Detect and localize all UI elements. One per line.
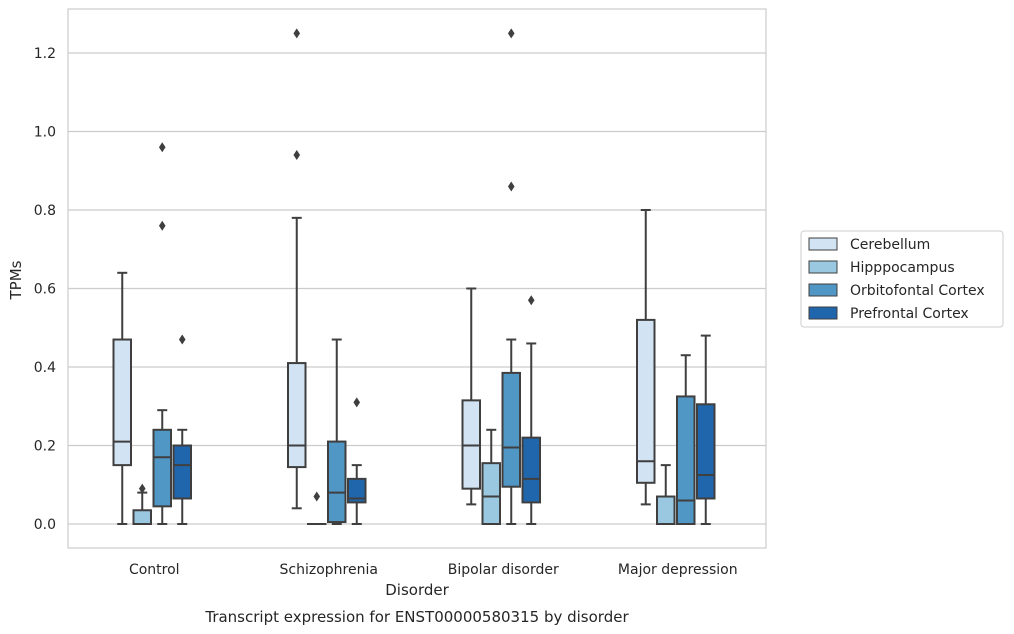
legend-label: Hipppocampus [850,260,955,276]
y-tick-label: 0.8 [34,203,56,219]
y-tick-label: 0.2 [34,439,56,455]
legend-swatch [808,283,838,297]
outlier-point [178,334,186,345]
box [347,477,367,504]
box-group [656,464,676,525]
x-tick-label: Schizophrenia [280,562,378,578]
box-group [636,209,656,506]
box-group [287,28,307,510]
x-axis-ticks: Control Schizophrenia Bipolar disorder Majo… [129,562,738,578]
box-group [461,287,481,506]
box-group [501,28,521,525]
outlier-point [138,483,146,494]
y-axis-label: TPMs [7,260,25,300]
outlier-point [313,491,321,502]
legend-swatch [808,260,838,274]
y-axis-ticks: 0.0 0.2 0.4 0.6 0.8 1.0 1.2 [34,46,56,533]
outlier-point [527,295,535,306]
box [636,318,656,484]
chart-caption: Transcript expression for ENST0000058031… [204,608,629,626]
box-group [112,271,132,525]
box-group [307,491,327,526]
x-tick-label: Control [129,562,180,578]
legend-label: Prefrontal Cortex [850,306,969,322]
box [656,495,676,525]
box [287,362,307,469]
x-tick-label: Major depression [618,562,738,578]
x-tick-label: Bipolar disorder [448,562,559,578]
box-group [172,334,192,525]
box-group [676,354,696,525]
box [112,338,132,467]
box [501,371,521,488]
y-tick-label: 0.0 [34,517,56,533]
y-tick-label: 1.0 [34,125,56,141]
box [132,509,152,526]
box-group [152,142,172,525]
plot-frame [67,8,767,549]
box [696,403,716,500]
box [152,428,172,508]
x-axis-label: Disorder [385,581,449,599]
box [172,444,192,500]
box [676,395,696,525]
y-tick-label: 0.6 [34,282,56,298]
legend-frame [800,230,1004,328]
legend: Cerebellum Hipppocampus Orbitofontal Corte… [800,230,1004,328]
y-tick-label: 1.2 [34,46,56,62]
y-tick-label: 0.4 [34,360,56,376]
outlier-point [507,181,515,192]
box [481,462,501,526]
legend-label: Cerebellum [850,237,930,253]
outlier-point [293,28,301,39]
outlier-point [507,28,515,39]
outlier-point [293,150,301,161]
box-group [132,483,152,526]
box-group [521,295,541,525]
box-group [696,334,716,525]
box-plot-marks [112,28,716,526]
box-group [481,428,501,526]
box [327,440,347,524]
outlier-point [158,142,166,153]
legend-label: Orbitofontal Cortex [850,283,985,299]
legend-swatch [808,237,838,251]
outlier-point [353,397,361,408]
legend-swatch [808,306,838,320]
box [521,436,541,504]
box-group [327,338,347,525]
box-group [347,397,367,525]
outlier-point [158,220,166,231]
